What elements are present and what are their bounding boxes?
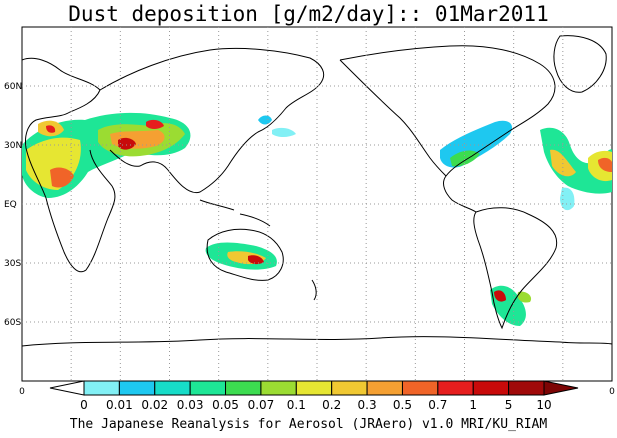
- dust-field-arabia-core: [118, 137, 136, 150]
- colorbar-segment: [331, 380, 368, 396]
- colorbar-segment: [472, 380, 510, 396]
- colorbar-segment: [437, 380, 474, 396]
- dust-field-south-atlantic: [560, 187, 575, 211]
- colorbar-tick-label: 0.02: [141, 398, 168, 412]
- colorbar-tick-label: 0.1: [287, 398, 306, 412]
- dust-field-east-asia: [258, 115, 272, 125]
- colorbar-tick-label: 0.03: [177, 398, 204, 412]
- credit-line: The Japanese Reanalysis for Aerosol (JRA…: [69, 417, 548, 432]
- colorbar-tick-label: 1: [469, 398, 477, 412]
- dust-field-atlantic-core: [598, 157, 612, 172]
- colorbar-segment: [83, 380, 120, 396]
- right-edge-label: 0: [609, 387, 615, 397]
- left-edge-label: 0: [19, 387, 25, 397]
- colorbar-segment: [154, 380, 191, 396]
- coastline-antarctica: [21, 336, 613, 347]
- colorbar-segment: [225, 380, 262, 396]
- coastline-asia: [99, 47, 325, 194]
- dust-field-patagonia-ne: [517, 291, 532, 303]
- colorbar-tick-label: 5: [505, 398, 513, 412]
- dust-field-atlantic: [540, 127, 612, 194]
- dust-field-west-pacific: [272, 127, 296, 137]
- latitude-label: 30S: [4, 259, 21, 269]
- dust-field-australia-core: [248, 255, 264, 265]
- colorbar-segment: [295, 380, 333, 396]
- colorbar-tick-label: 0.3: [358, 398, 377, 412]
- latitude-label: 60S: [4, 318, 21, 328]
- coastline-south-america: [473, 207, 558, 330]
- colorbar-tick-label: 0.07: [248, 398, 275, 412]
- map-title: Dust deposition [g/m2/day]:: 01Mar2011: [68, 2, 549, 26]
- colorbar-segment: [366, 380, 403, 396]
- latitude-label: 30N: [4, 141, 22, 151]
- colorbar-segment: [189, 380, 227, 396]
- latitude-label: 60N: [4, 82, 22, 92]
- dust-fields: [22, 112, 612, 326]
- dust-field-sahara-core: [50, 167, 74, 188]
- colorbar-tick-label: 0.7: [428, 398, 447, 412]
- colorbar-arrow-high: [543, 380, 579, 396]
- latitude-label: EQ: [4, 200, 17, 210]
- colorbar-tick-label: 0.2: [322, 398, 341, 412]
- coastline-north-america: [339, 45, 556, 213]
- dust-field-libya-core: [46, 125, 56, 133]
- dust-field-patagonia-core: [494, 290, 506, 302]
- coastline-europe-africa: [21, 57, 116, 273]
- colorbar-segment: [401, 380, 439, 396]
- latitude-gridlines: [22, 27, 612, 381]
- dust-field-iran-core: [146, 119, 164, 129]
- colorbar-tick-label: 0.5: [393, 398, 412, 412]
- colorbar-segment: [260, 380, 297, 396]
- dust-field-gulf-inner: [450, 150, 480, 167]
- colorbar-tick-label: 0.01: [106, 398, 133, 412]
- colorbar-legend: 0 0.01 0.02 0.03 0.05 0.07 0.1 0.2 0.3 0.5 0.7 1 5 10: [49, 380, 579, 412]
- coastline-greenland: [553, 35, 607, 93]
- colorbar-segment: [118, 380, 156, 396]
- coastline-new-zealand: [311, 279, 317, 301]
- latitude-labels: 60N 30N EQ 30S 60S: [4, 82, 22, 328]
- coastline-australia: [206, 228, 284, 281]
- colorbar-tick-label: 0.05: [212, 398, 239, 412]
- coastline-maritime-asia: [199, 199, 271, 227]
- colorbar-arrow-low: [49, 380, 85, 396]
- colorbar-segment: [508, 380, 545, 396]
- colorbar-tick-label: 0: [80, 398, 88, 412]
- colorbar-tick-label: 10: [536, 398, 551, 412]
